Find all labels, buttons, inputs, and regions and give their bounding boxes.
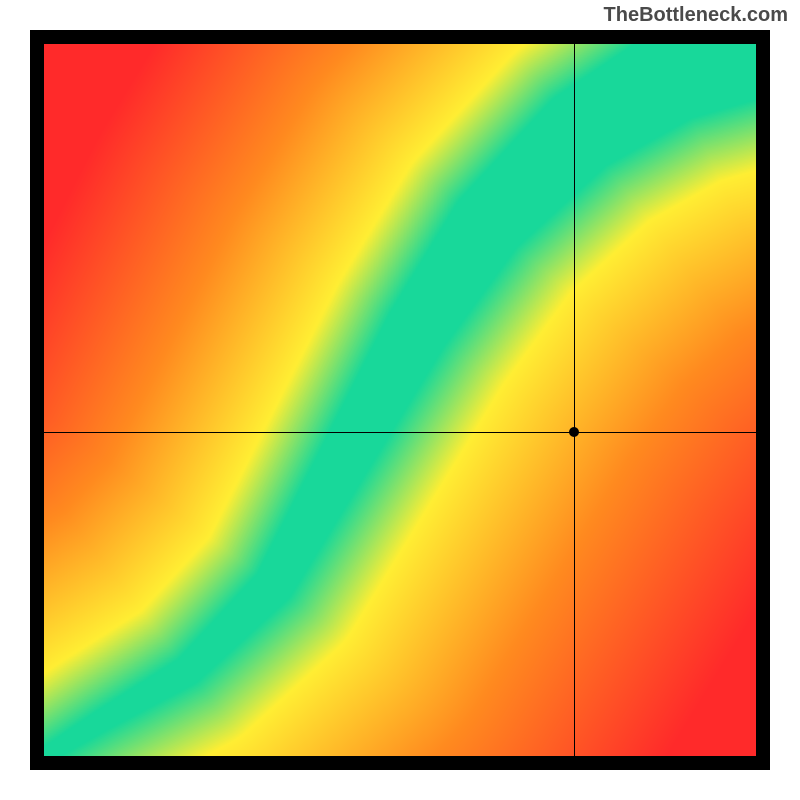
plot-area bbox=[44, 44, 756, 756]
crosshair-horizontal bbox=[44, 432, 756, 433]
container: TheBottleneck.com bbox=[0, 0, 800, 800]
chart-frame bbox=[30, 30, 770, 770]
attribution-text: TheBottleneck.com bbox=[604, 4, 788, 27]
crosshair-vertical bbox=[574, 44, 575, 756]
marker-dot bbox=[569, 427, 579, 437]
heatmap-canvas bbox=[44, 44, 756, 756]
